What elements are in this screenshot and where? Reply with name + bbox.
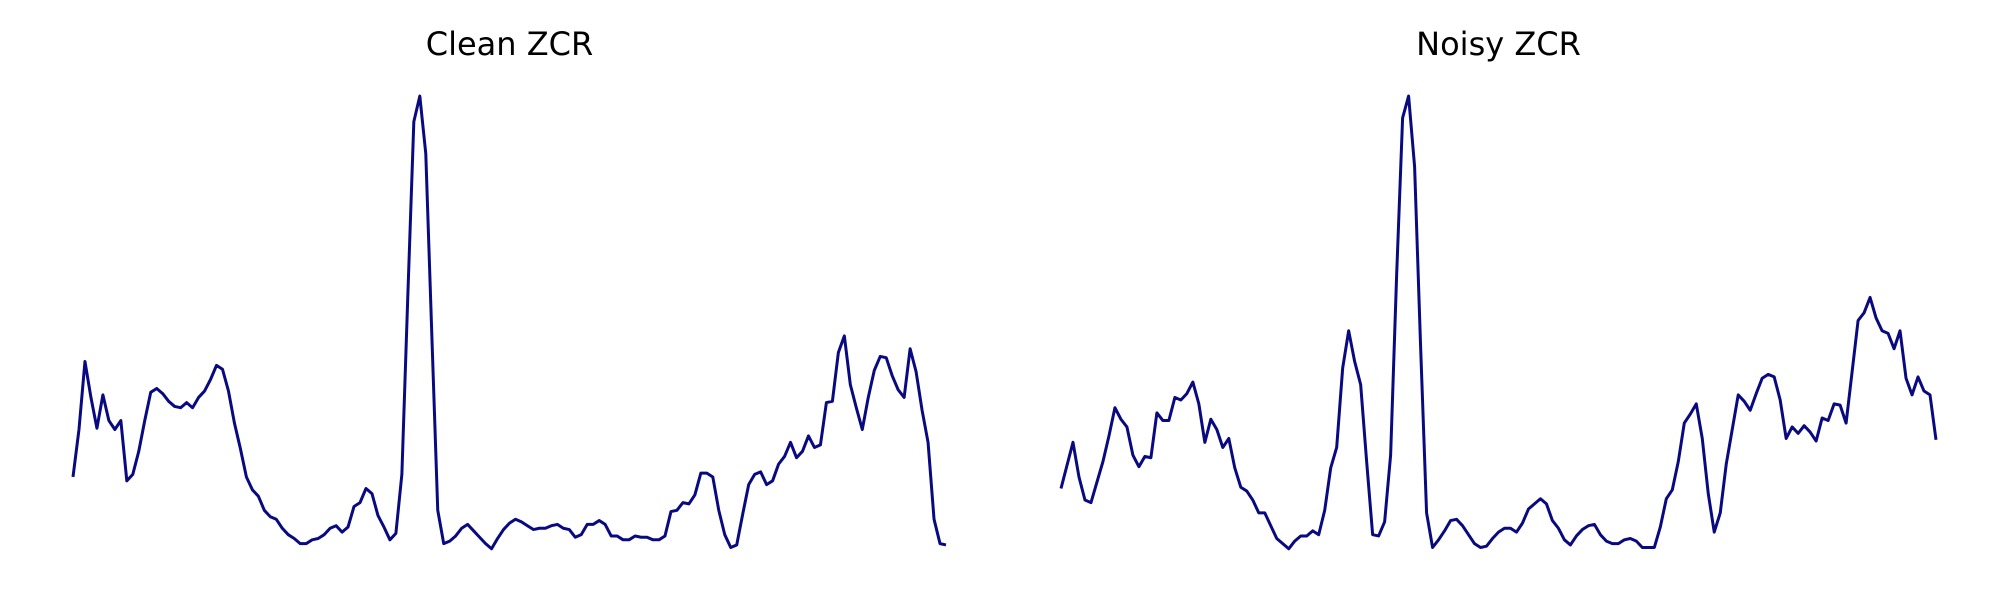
chart-title: Noisy ZCR bbox=[1416, 25, 1581, 63]
zcr-line bbox=[71, 94, 947, 551]
zcr-line bbox=[1059, 94, 1938, 551]
chart-title: Clean ZCR bbox=[426, 25, 593, 63]
